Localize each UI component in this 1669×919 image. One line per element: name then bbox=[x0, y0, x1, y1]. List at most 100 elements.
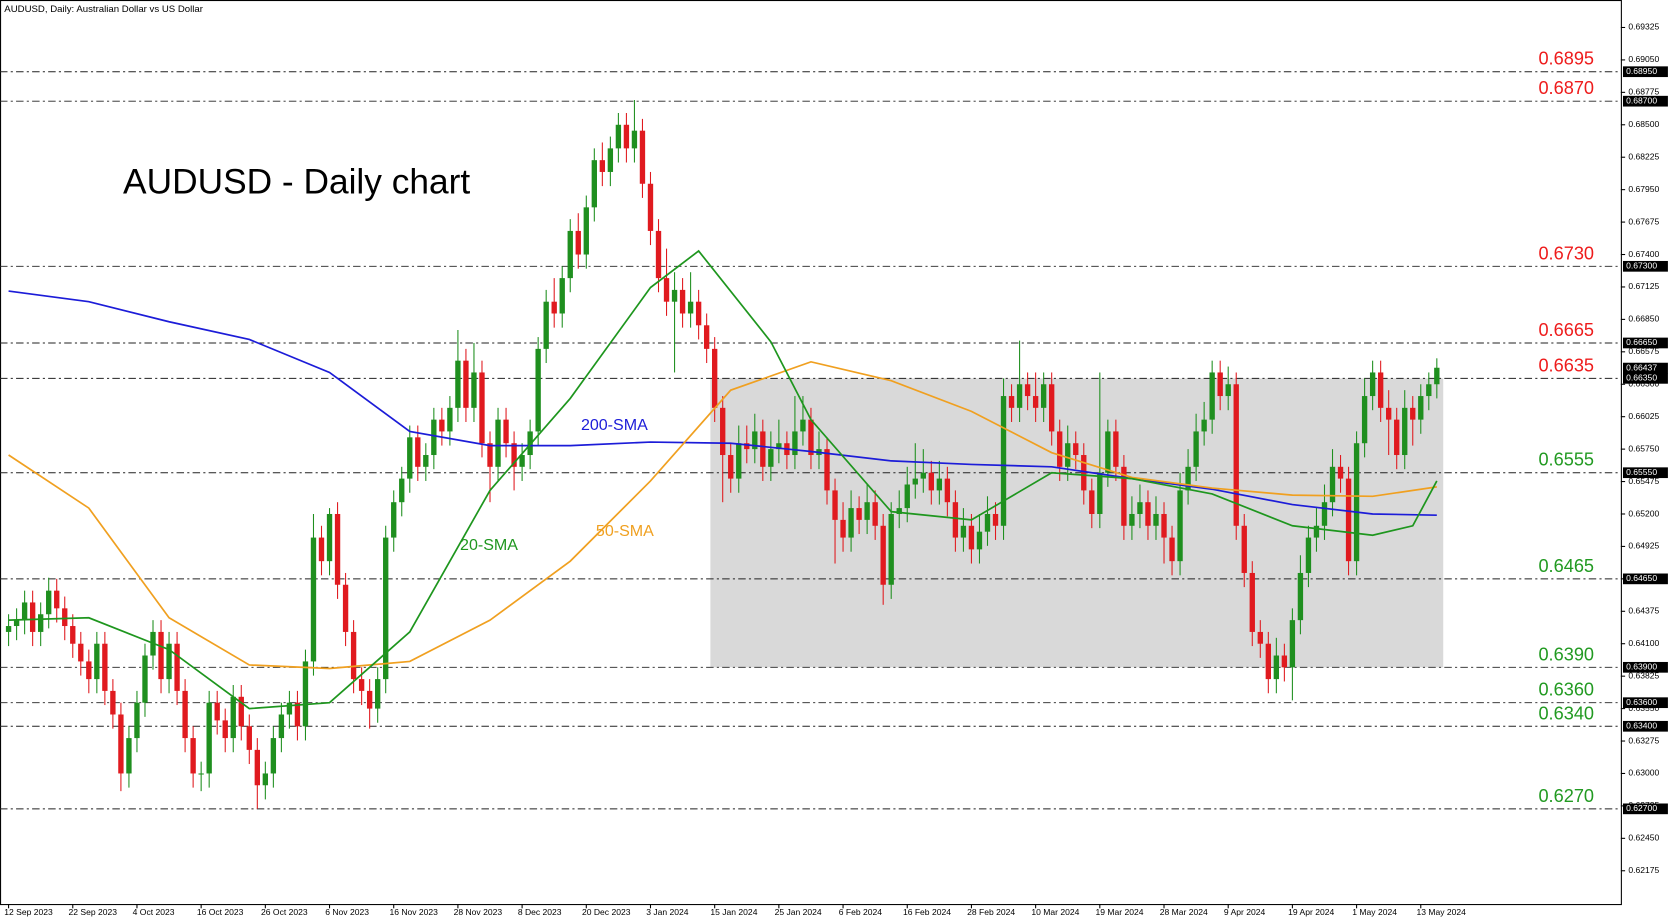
axis-price-box bbox=[1622, 573, 1668, 585]
axis-price-label: 0.65550 bbox=[1626, 467, 1657, 477]
axis-price-label: 0.62700 bbox=[1626, 803, 1657, 813]
axis-price-label: 0.64650 bbox=[1626, 573, 1657, 583]
x-tick-label: 8 Dec 2023 bbox=[518, 907, 562, 917]
candle-body bbox=[1153, 513, 1159, 526]
candle-body bbox=[1121, 466, 1127, 526]
candle-body bbox=[1233, 384, 1239, 526]
x-tick-label: 3 Jan 2024 bbox=[646, 907, 689, 917]
candle-body bbox=[944, 478, 951, 503]
level-label: 0.6360 bbox=[1538, 680, 1594, 700]
candle-body bbox=[318, 537, 325, 562]
candle-body bbox=[1113, 431, 1119, 467]
x-tick-label: 6 Nov 2023 bbox=[325, 907, 369, 917]
y-tick-label: 0.62450 bbox=[1628, 833, 1659, 843]
candle-body bbox=[671, 289, 678, 302]
candle-body bbox=[712, 348, 718, 408]
candle-body bbox=[744, 443, 750, 450]
candle-body bbox=[776, 443, 782, 450]
axis-price-label: 0.68950 bbox=[1626, 66, 1657, 76]
candle-body bbox=[54, 590, 60, 609]
candle-body bbox=[615, 124, 622, 149]
candle-body bbox=[1257, 631, 1263, 644]
candle-body bbox=[639, 130, 646, 184]
candle-body bbox=[1201, 419, 1207, 432]
candle-body bbox=[399, 478, 405, 503]
candle-body bbox=[302, 661, 309, 727]
candle-body bbox=[350, 631, 357, 680]
x-tick-label: 12 Sep 2023 bbox=[4, 907, 53, 917]
candle-body bbox=[1137, 502, 1143, 514]
candle-body bbox=[391, 502, 397, 538]
candle-body bbox=[896, 508, 902, 514]
candle-body bbox=[1434, 367, 1440, 385]
candle-body bbox=[174, 643, 180, 691]
axis-price-label: 0.66650 bbox=[1626, 337, 1657, 347]
y-tick-label: 0.67675 bbox=[1628, 216, 1659, 226]
axis-price-label: 0.63400 bbox=[1626, 721, 1657, 731]
axis-price-label: 0.67300 bbox=[1626, 261, 1657, 271]
level-label: 0.6870 bbox=[1538, 78, 1594, 98]
y-tick-label: 0.67950 bbox=[1628, 184, 1659, 194]
candle-body bbox=[1418, 396, 1424, 420]
candle-body bbox=[1225, 384, 1231, 397]
last-price-label: 0.66437 bbox=[1626, 362, 1657, 372]
candle-body bbox=[808, 419, 814, 456]
candle-body bbox=[294, 702, 301, 727]
y-tick-label: 0.64375 bbox=[1628, 606, 1659, 616]
candle-body bbox=[439, 419, 445, 432]
candle-body bbox=[62, 608, 68, 627]
y-tick-label: 0.68500 bbox=[1628, 119, 1659, 129]
y-tick-label: 0.66025 bbox=[1628, 411, 1659, 421]
candle-body bbox=[503, 419, 509, 444]
candle-body bbox=[94, 643, 100, 680]
candle-body bbox=[254, 749, 260, 786]
y-tick-label: 0.66575 bbox=[1628, 346, 1659, 356]
sma-line bbox=[8, 249, 1438, 710]
candle-body bbox=[5, 626, 12, 632]
candle-body bbox=[1193, 431, 1199, 467]
candle-body bbox=[238, 696, 244, 727]
axis-price-box bbox=[1622, 66, 1668, 78]
candle-body bbox=[166, 643, 172, 680]
x-tick-label: 28 Nov 2023 bbox=[454, 907, 503, 917]
candle-body bbox=[1241, 525, 1247, 573]
candle-body bbox=[1329, 466, 1336, 503]
axis-price-label: 0.63600 bbox=[1626, 697, 1657, 707]
y-tick-label: 0.65475 bbox=[1628, 476, 1659, 486]
candle-body bbox=[848, 508, 854, 538]
candle-body bbox=[334, 513, 341, 585]
y-tick-label: 0.66850 bbox=[1628, 314, 1659, 324]
y-tick-label: 0.67125 bbox=[1628, 281, 1659, 291]
candle-body bbox=[102, 643, 108, 691]
candle-body bbox=[383, 537, 389, 680]
candle-body bbox=[920, 472, 926, 479]
candle-body bbox=[126, 738, 132, 774]
candle-body bbox=[1345, 478, 1352, 562]
y-tick-label: 0.62175 bbox=[1628, 865, 1659, 875]
candle-body bbox=[278, 714, 285, 739]
level-label: 0.6340 bbox=[1538, 703, 1594, 723]
candle-body bbox=[519, 455, 525, 467]
candle-body bbox=[575, 230, 581, 255]
candle-body bbox=[1057, 431, 1063, 467]
candle-body bbox=[687, 301, 694, 314]
candle-body bbox=[984, 513, 991, 532]
candle-body bbox=[1297, 572, 1304, 621]
candle-body bbox=[832, 490, 838, 520]
candle-body bbox=[583, 207, 589, 255]
candle-body bbox=[1377, 372, 1384, 408]
candle-body bbox=[1169, 537, 1175, 562]
candle-body bbox=[824, 449, 830, 491]
candle-body bbox=[286, 702, 293, 715]
x-tick-label: 28 Mar 2024 bbox=[1160, 907, 1208, 917]
candle-body bbox=[1402, 407, 1408, 456]
candle-body bbox=[310, 537, 317, 662]
y-tick-label: 0.64925 bbox=[1628, 541, 1659, 551]
candle-body bbox=[888, 513, 894, 585]
x-tick-label: 1 May 2024 bbox=[1352, 907, 1397, 917]
candle-body bbox=[1040, 384, 1047, 408]
candle-body bbox=[543, 301, 549, 349]
x-tick-label: 9 Apr 2024 bbox=[1224, 907, 1266, 917]
candle-body bbox=[415, 437, 421, 467]
